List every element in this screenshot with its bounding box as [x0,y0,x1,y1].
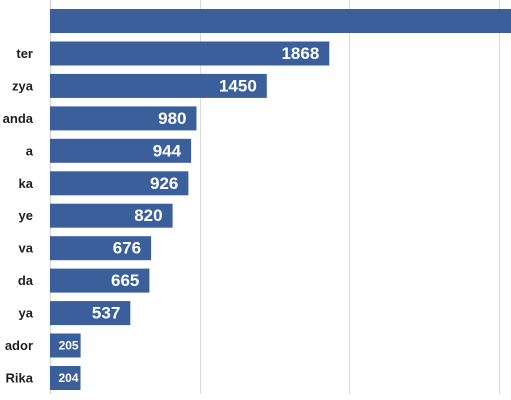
bar [50,268,150,293]
data-label: 537 [92,304,120,323]
category-label: ka [19,176,34,191]
bar [50,9,511,33]
bar [50,106,197,131]
bar [50,203,173,228]
category-label: ye [19,208,33,223]
category-labels: ter zya anda a ka ye va da ya ador Rika [3,46,34,386]
category-label: zya [12,78,34,93]
category-label: ya [19,306,34,321]
category-label: Rika [6,371,34,386]
data-label: 205 [59,339,79,353]
data-label: 944 [153,141,182,160]
bar [50,171,189,196]
data-label: 820 [134,206,162,225]
data-label: 204 [58,371,78,385]
data-label: 665 [111,271,139,290]
category-label: da [18,273,34,288]
data-label: 980 [158,109,186,128]
category-label: ador [5,338,33,353]
bar [50,73,267,98]
data-label: 1868 [281,44,319,63]
bars [50,9,511,390]
data-label: 926 [150,174,178,193]
bar [50,41,330,66]
bar [50,301,131,326]
gridlines [49,0,500,394]
category-label: ter [16,46,33,61]
data-label: 676 [113,239,141,258]
category-label: va [19,241,34,256]
category-label: anda [3,111,34,126]
bar [50,366,81,390]
value-labels: 1868 1450 980 944 926 820 676 665 537 205 204 [58,44,319,385]
data-label: 1450 [219,76,257,95]
bar [50,138,192,163]
category-label: a [26,143,34,158]
bar [50,236,152,261]
bar [50,333,81,358]
